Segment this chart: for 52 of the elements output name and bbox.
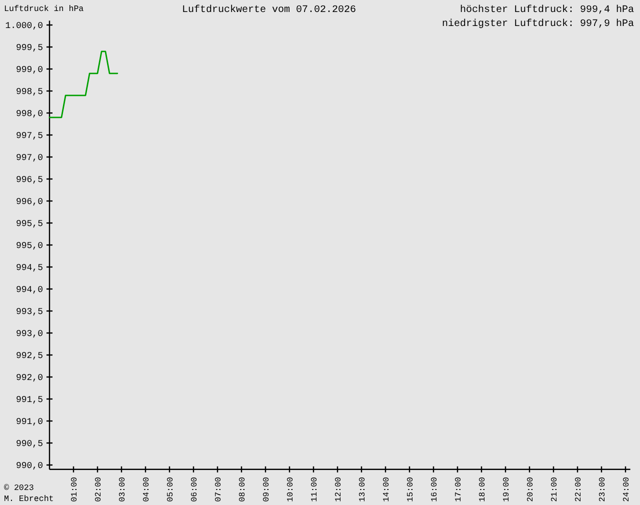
x-tick-label: 19:00 [502,476,512,502]
y-tick-label: 990,0 [16,461,43,471]
y-tick-label: 993,0 [16,329,43,339]
y-tick-label: 998,0 [16,109,43,119]
x-tick-label: 06:00 [190,476,200,502]
y-tick-label: 999,0 [16,65,43,75]
y-tick-label: 996,0 [16,197,43,207]
x-tick-label: 05:00 [166,476,176,502]
x-tick-label: 13:00 [358,476,368,502]
x-tick-label: 20:00 [526,476,536,502]
x-tick-label: 15:00 [406,476,416,502]
x-tick-label: 11:00 [310,476,320,502]
y-tick-label: 997,0 [16,153,43,163]
x-tick-label: 08:00 [238,476,248,502]
x-tick-label: 22:00 [574,476,584,502]
line-series [48,50,118,118]
y-tick-label: 998,5 [16,87,43,97]
x-tick-label: 14:00 [382,476,392,502]
x-tick-label: 02:00 [94,476,104,502]
text: M. Ebrecht [4,494,54,504]
annotation: niedrigster Luftdruck: 997,9 hPa [442,18,634,30]
x-tick-label: 07:00 [214,476,224,502]
x-tick-label: 09:00 [262,476,272,502]
y-tick-label: 1.000,0 [5,21,43,31]
y-tick-label: 990,5 [16,439,43,449]
x-tick-label: 04:00 [142,476,152,502]
y-axis-title: Luftdruck in hPa [4,4,84,14]
y-tick-label: 995,0 [16,241,43,251]
x-tick-label: 12:00 [334,476,344,502]
y-tick-label: 994,0 [16,285,43,295]
x-tick-label: 24:00 [622,476,632,502]
x-tick-label: 23:00 [598,476,608,502]
y-tick-label: 999,5 [16,43,43,53]
text: © 2023 [4,483,34,493]
x-tick-label: 16:00 [430,476,440,502]
y-tick-label: 993,5 [16,307,43,317]
y-tick-label: 992,5 [16,351,43,361]
y-tick-label: 991,0 [16,417,43,427]
y-tick-label: 997,5 [16,131,43,141]
x-tick-label: 10:00 [286,476,296,502]
text: höchster Luftdruck: 999,4 hPa [460,4,634,16]
x-tick-label: 17:00 [454,476,464,502]
y-tick-label: 995,5 [16,219,43,229]
x-tick-label: 18:00 [478,476,488,502]
y-tick-label: 994,5 [16,263,43,273]
x-tick-label: 03:00 [118,476,128,502]
x-tick-label: 21:00 [550,476,560,502]
chart-title: Luftdruckwerte vom 07.02.2026 [182,4,356,16]
x-tick-label: 01:00 [70,476,80,502]
y-tick-label: 996,5 [16,175,43,185]
y-tick-label: 992,0 [16,373,43,383]
y-tick-label: 991,5 [16,395,43,405]
